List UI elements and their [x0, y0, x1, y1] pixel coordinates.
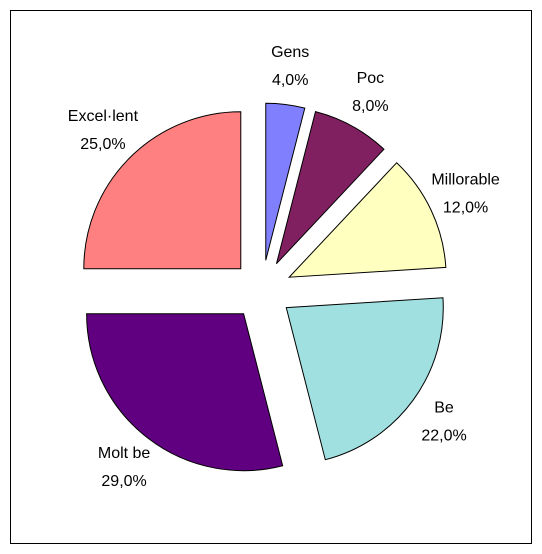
slice-label: Be	[434, 399, 454, 416]
pie-slice	[265, 102, 306, 261]
slice-value-label: 25,0%	[80, 136, 125, 153]
slice-label: Gens	[271, 44, 309, 61]
slice-label: Molt be	[98, 445, 151, 462]
pie-slice	[86, 313, 284, 472]
slice-label: Millorable	[431, 171, 500, 188]
slice-value-label: 29,0%	[101, 473, 146, 490]
pie-slice	[287, 162, 447, 278]
slice-value-label: 12,0%	[443, 199, 488, 216]
slice-label: Excel·lent	[68, 108, 139, 125]
slice-label: Poc	[357, 70, 385, 87]
pie-slice	[83, 111, 242, 270]
pie-slice	[275, 111, 385, 265]
slice-value-label: 8,0%	[352, 98, 388, 115]
slice-value-label: 4,0%	[272, 72, 308, 89]
pie-slice	[285, 297, 444, 461]
slice-value-label: 22,0%	[421, 427, 466, 444]
